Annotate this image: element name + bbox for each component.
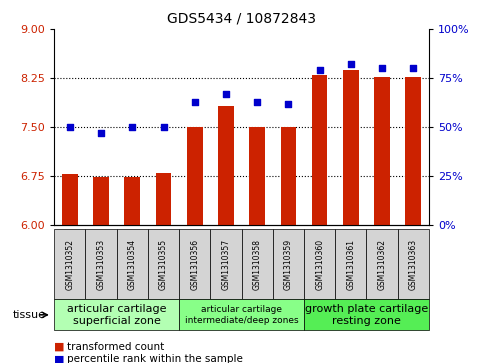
Text: GSM1310353: GSM1310353 [97,238,106,290]
Bar [93,178,109,225]
Text: percentile rank within the sample: percentile rank within the sample [67,354,243,363]
Bar [343,70,359,225]
Text: GSM1310360: GSM1310360 [315,238,324,290]
Text: GSM1310352: GSM1310352 [66,238,74,290]
Text: GSM1310354: GSM1310354 [128,238,137,290]
Point [191,99,199,105]
Text: articular cartilage
superficial zone: articular cartilage superficial zone [67,304,167,326]
Point [347,61,355,67]
Bar [374,77,390,225]
Point [222,91,230,97]
Point [378,65,386,71]
Text: GSM1310359: GSM1310359 [284,238,293,290]
Bar [405,77,421,225]
Text: GSM1310363: GSM1310363 [409,238,418,290]
Text: GSM1310357: GSM1310357 [221,238,230,290]
Point [409,65,417,71]
Point [253,99,261,105]
Text: GSM1310358: GSM1310358 [253,238,262,290]
Text: tissue: tissue [12,310,45,320]
Text: ■: ■ [54,342,65,352]
Point [128,124,136,130]
Bar [62,174,78,225]
Point [66,124,74,130]
Point [316,67,323,73]
Text: growth plate cartilage
resting zone: growth plate cartilage resting zone [305,304,428,326]
Bar [249,127,265,225]
Point [160,124,168,130]
Bar [281,127,296,225]
Bar [124,178,140,225]
Bar [187,127,203,225]
Bar [156,174,172,225]
Bar [312,75,327,225]
Text: GSM1310355: GSM1310355 [159,238,168,290]
Text: GSM1310361: GSM1310361 [347,238,355,290]
Text: GSM1310362: GSM1310362 [378,238,387,290]
Text: ■: ■ [54,354,65,363]
Title: GDS5434 / 10872843: GDS5434 / 10872843 [167,11,316,25]
Point [284,101,292,106]
Text: transformed count: transformed count [67,342,164,352]
Point [97,130,105,136]
Bar [218,106,234,225]
Text: GSM1310356: GSM1310356 [190,238,199,290]
Text: articular cartilage
intermediate/deep zones: articular cartilage intermediate/deep zo… [185,305,298,325]
